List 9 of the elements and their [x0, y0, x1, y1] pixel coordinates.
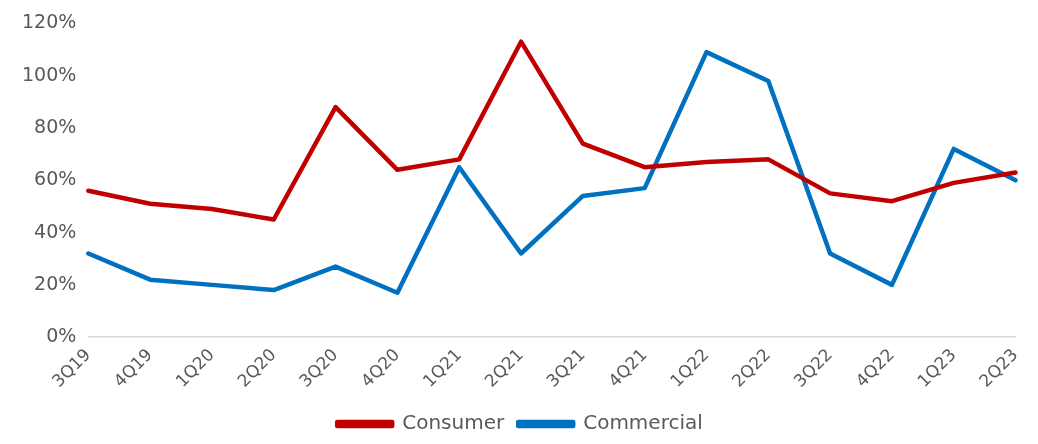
legend-label: Consumer [402, 410, 505, 435]
y-tick-label: 120% [21, 10, 77, 33]
y-tick-label: 100% [21, 62, 77, 85]
y-tick-label: 80% [34, 114, 77, 137]
legend-label: Commercial [583, 410, 703, 435]
y-tick-label: 40% [34, 219, 77, 242]
y-tick-label: 20% [34, 271, 77, 294]
y-tick-label: 60% [34, 167, 77, 190]
y-tick-label: 0% [46, 324, 77, 347]
